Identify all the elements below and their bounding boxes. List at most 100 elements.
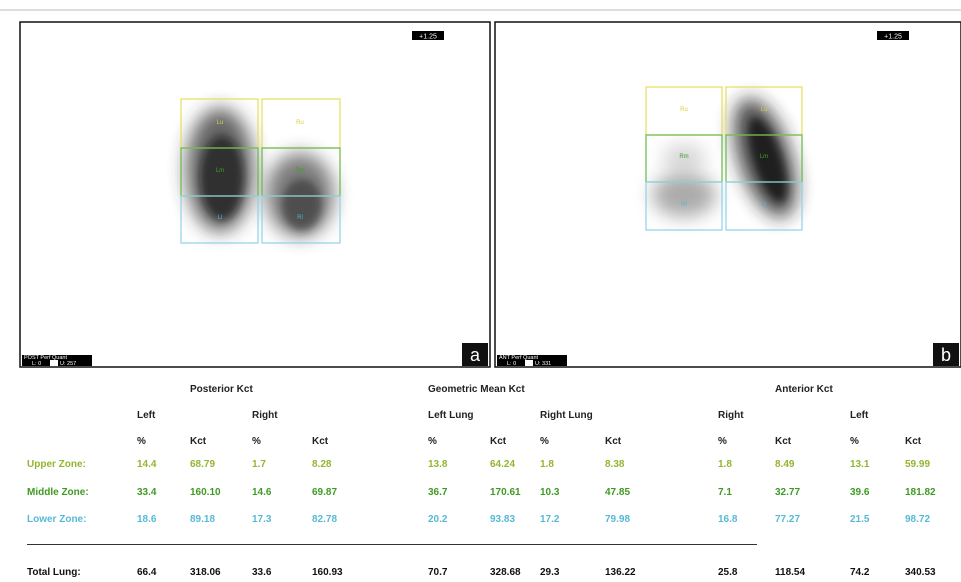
cell: 93.83 bbox=[490, 514, 516, 525]
roi-label: Ru bbox=[296, 120, 304, 126]
group-header: Geometric Mean Kct bbox=[428, 384, 525, 395]
cell: 13.1 bbox=[850, 459, 870, 470]
cell: 77.27 bbox=[775, 514, 801, 525]
cell: 33.4 bbox=[137, 487, 157, 498]
panel-frame bbox=[494, 21, 961, 368]
scale-label: +1.25 bbox=[419, 34, 437, 41]
cell: 8.38 bbox=[605, 459, 625, 470]
high-level: U: 257 bbox=[60, 361, 76, 367]
scale-label: +1.25 bbox=[884, 34, 902, 41]
cell: 79.98 bbox=[605, 514, 631, 525]
cell: 68.79 bbox=[190, 459, 216, 470]
roi-label: Rm bbox=[295, 168, 304, 174]
cell: 1.8 bbox=[718, 459, 732, 470]
cell: 33.6 bbox=[252, 567, 272, 578]
cell: 17.2 bbox=[540, 514, 560, 525]
side-header: Right bbox=[252, 410, 278, 421]
column-header: Kct bbox=[605, 436, 622, 447]
cell: 98.72 bbox=[905, 514, 931, 525]
cell: 47.85 bbox=[605, 487, 631, 498]
column-header: % bbox=[540, 436, 549, 447]
roi-label: Lu bbox=[217, 120, 224, 126]
level-swatch bbox=[50, 360, 58, 366]
high-level: U: 331 bbox=[535, 361, 551, 367]
side-header: Right Lung bbox=[540, 410, 593, 421]
cell: 29.3 bbox=[540, 567, 560, 578]
scale-badge bbox=[877, 31, 909, 40]
row-label: Lower Zone: bbox=[27, 514, 87, 525]
cell: 32.77 bbox=[775, 487, 801, 498]
low-level: L: 0 bbox=[32, 361, 41, 367]
cell: 69.87 bbox=[312, 487, 338, 498]
group-header: Anterior Kct bbox=[775, 384, 833, 395]
roi-boxes bbox=[180, 86, 803, 244]
cell: 59.99 bbox=[905, 459, 931, 470]
column-header: % bbox=[718, 436, 727, 447]
cell: 64.24 bbox=[490, 459, 516, 470]
column-header: % bbox=[850, 436, 859, 447]
row-label: Total Lung: bbox=[27, 567, 81, 578]
cell: 82.78 bbox=[312, 514, 338, 525]
cell: 8.49 bbox=[775, 459, 795, 470]
side-header: Right bbox=[718, 410, 744, 421]
level-swatch bbox=[525, 360, 533, 366]
side-header: Left bbox=[850, 410, 869, 421]
cell: 170.61 bbox=[490, 487, 521, 498]
panel-letter: a bbox=[470, 345, 481, 365]
cell: 136.22 bbox=[605, 567, 636, 578]
roi-label: Lm bbox=[216, 168, 224, 174]
cell: 1.7 bbox=[252, 459, 266, 470]
cell: 1.8 bbox=[540, 459, 554, 470]
cell: 16.8 bbox=[718, 514, 738, 525]
column-header: % bbox=[252, 436, 261, 447]
roi-label: Ru bbox=[680, 107, 688, 113]
roi-label: Rl bbox=[681, 202, 687, 208]
caption: POST Perf Quant bbox=[24, 355, 67, 361]
total-rule bbox=[27, 544, 757, 545]
cell: 21.5 bbox=[850, 514, 870, 525]
cell: 8.28 bbox=[312, 459, 332, 470]
scale-badge bbox=[412, 31, 444, 40]
cell: 74.2 bbox=[850, 567, 870, 578]
caption: ANT Perf Quant bbox=[499, 355, 538, 361]
cell: 89.18 bbox=[190, 514, 216, 525]
cell: 160.10 bbox=[190, 487, 221, 498]
panel-letter-box bbox=[933, 343, 959, 366]
column-header: Kct bbox=[775, 436, 792, 447]
cell: 39.6 bbox=[850, 487, 870, 498]
lung-blobs bbox=[186, 98, 797, 237]
side-header: Left bbox=[137, 410, 156, 421]
cell: 36.7 bbox=[428, 487, 448, 498]
row-label: Middle Zone: bbox=[27, 487, 89, 498]
roi-label: Lm bbox=[760, 154, 768, 160]
cell: 14.6 bbox=[252, 487, 272, 498]
panel-letter-box bbox=[462, 343, 488, 366]
column-header: % bbox=[137, 436, 146, 447]
roi-label: Lu bbox=[761, 107, 768, 113]
group-header: Posterior Kct bbox=[190, 384, 253, 395]
cell: 328.68 bbox=[490, 567, 521, 578]
cell: 10.3 bbox=[540, 487, 560, 498]
cell: 160.93 bbox=[312, 567, 343, 578]
cell: 7.1 bbox=[718, 487, 732, 498]
row-label: Upper Zone: bbox=[27, 459, 86, 470]
side-header: Left Lung bbox=[428, 410, 474, 421]
cell: 181.82 bbox=[905, 487, 936, 498]
roi-label: Ll bbox=[218, 215, 223, 221]
panel-letter: b bbox=[941, 345, 951, 365]
roi-label: Rl bbox=[297, 215, 303, 221]
cell: 318.06 bbox=[190, 567, 221, 578]
cell: 17.3 bbox=[252, 514, 272, 525]
column-header: Kct bbox=[190, 436, 207, 447]
cell: 20.2 bbox=[428, 514, 448, 525]
cell: 70.7 bbox=[428, 567, 448, 578]
cell: 18.6 bbox=[137, 514, 157, 525]
column-header: % bbox=[428, 436, 437, 447]
low-level: L: 0 bbox=[507, 361, 516, 367]
roi-label: Rm bbox=[679, 154, 688, 160]
cell: 13.8 bbox=[428, 459, 448, 470]
column-header: Kct bbox=[312, 436, 329, 447]
column-header: Kct bbox=[905, 436, 922, 447]
